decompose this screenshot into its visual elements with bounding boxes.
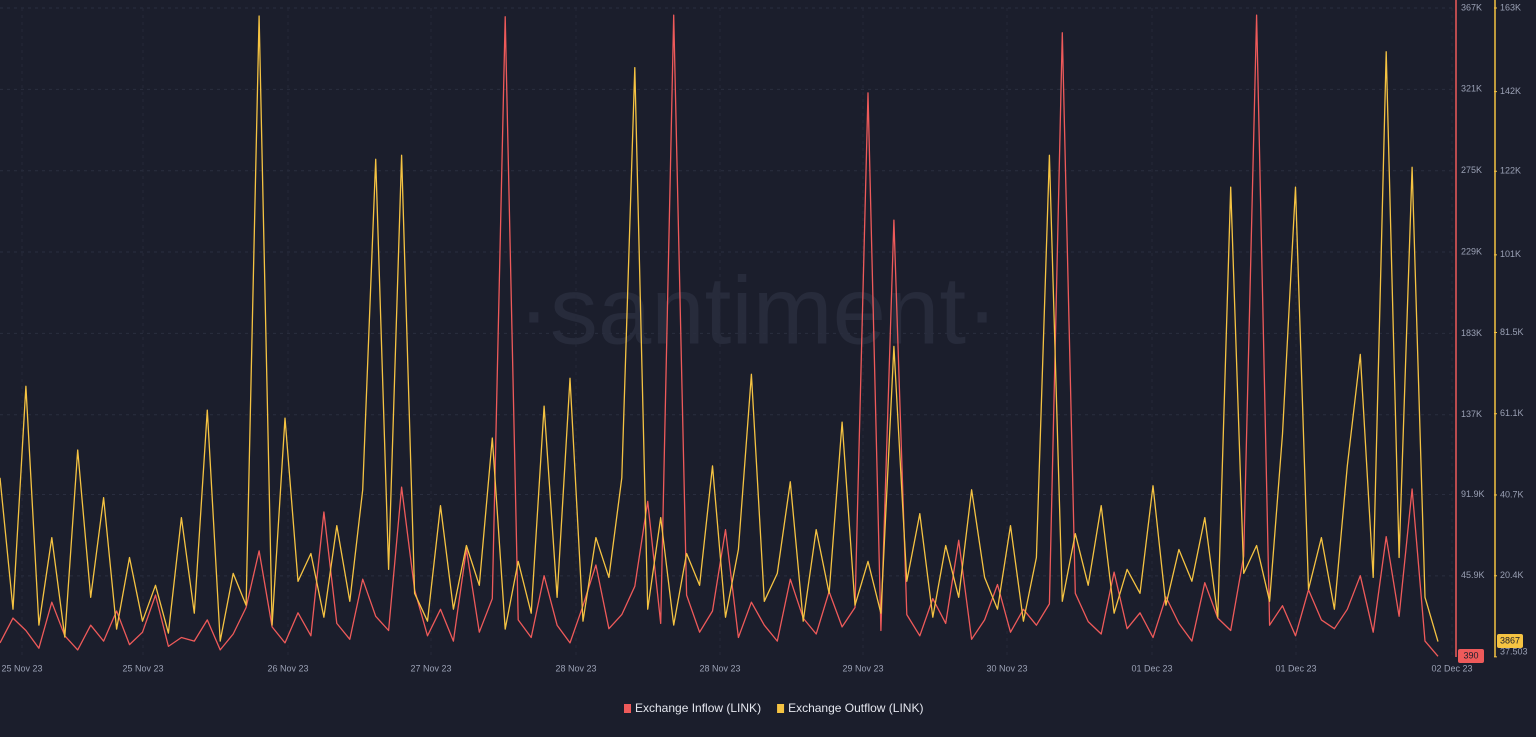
x-tick-label: 01 Dec 23: [1131, 663, 1172, 673]
legend-swatch: [624, 704, 631, 713]
y-tick-label: 45.9K: [1461, 570, 1485, 580]
y-tick-label: 321K: [1461, 84, 1482, 94]
x-tick-label: 27 Nov 23: [410, 663, 451, 673]
y2-tick-label: 142K: [1500, 86, 1521, 96]
y-tick-label: 91.9K: [1461, 489, 1485, 499]
y2-tick-label: 37.503: [1500, 646, 1528, 656]
y-tick-label: 367K: [1461, 2, 1482, 12]
x-tick-label: 28 Nov 23: [699, 663, 740, 673]
last-value-label: 390: [1463, 650, 1478, 660]
x-tick-label: 29 Nov 23: [842, 663, 883, 673]
legend-swatch: [777, 704, 785, 713]
x-tick-label: 25 Nov 23: [122, 663, 163, 673]
y2-tick-label: 40.7K: [1500, 489, 1524, 499]
x-tick-label: 01 Dec 23: [1275, 663, 1316, 673]
watermark: ·santiment·: [518, 257, 998, 364]
y-tick-label: 229K: [1461, 246, 1482, 256]
y2-tick-label: 122K: [1500, 166, 1521, 176]
series-line: [0, 14, 1439, 657]
y2-tick-label: 101K: [1500, 249, 1521, 259]
legend-label: Exchange Inflow (LINK): [635, 701, 761, 715]
x-tick-label: 02 Dec 23: [1431, 663, 1472, 673]
legend: Exchange Inflow (LINK) Exchange Outflow (…: [624, 701, 923, 715]
last-value-badge: [1497, 634, 1523, 648]
y2-tick-label: 20.4K: [1500, 570, 1524, 580]
y-tick-label: 183K: [1461, 328, 1482, 338]
y2-tick-label: 163K: [1500, 2, 1521, 12]
x-tick-label: 26 Nov 23: [267, 663, 308, 673]
y-tick-label: 275K: [1461, 165, 1482, 175]
x-tick-label: 25 Nov 23: [1, 663, 42, 673]
last-value-label: 3867: [1500, 635, 1520, 645]
y2-tick-label: 81.5K: [1500, 327, 1524, 337]
y-tick-label: 137K: [1461, 409, 1482, 419]
x-tick-label: 30 Nov 23: [986, 663, 1027, 673]
last-value-badge: [1458, 649, 1484, 663]
y2-tick-label: 61.1K: [1500, 408, 1524, 418]
legend-label: Exchange Outflow (LINK): [788, 701, 923, 715]
x-tick-label: 28 Nov 23: [555, 663, 596, 673]
series-line: [0, 15, 1439, 642]
